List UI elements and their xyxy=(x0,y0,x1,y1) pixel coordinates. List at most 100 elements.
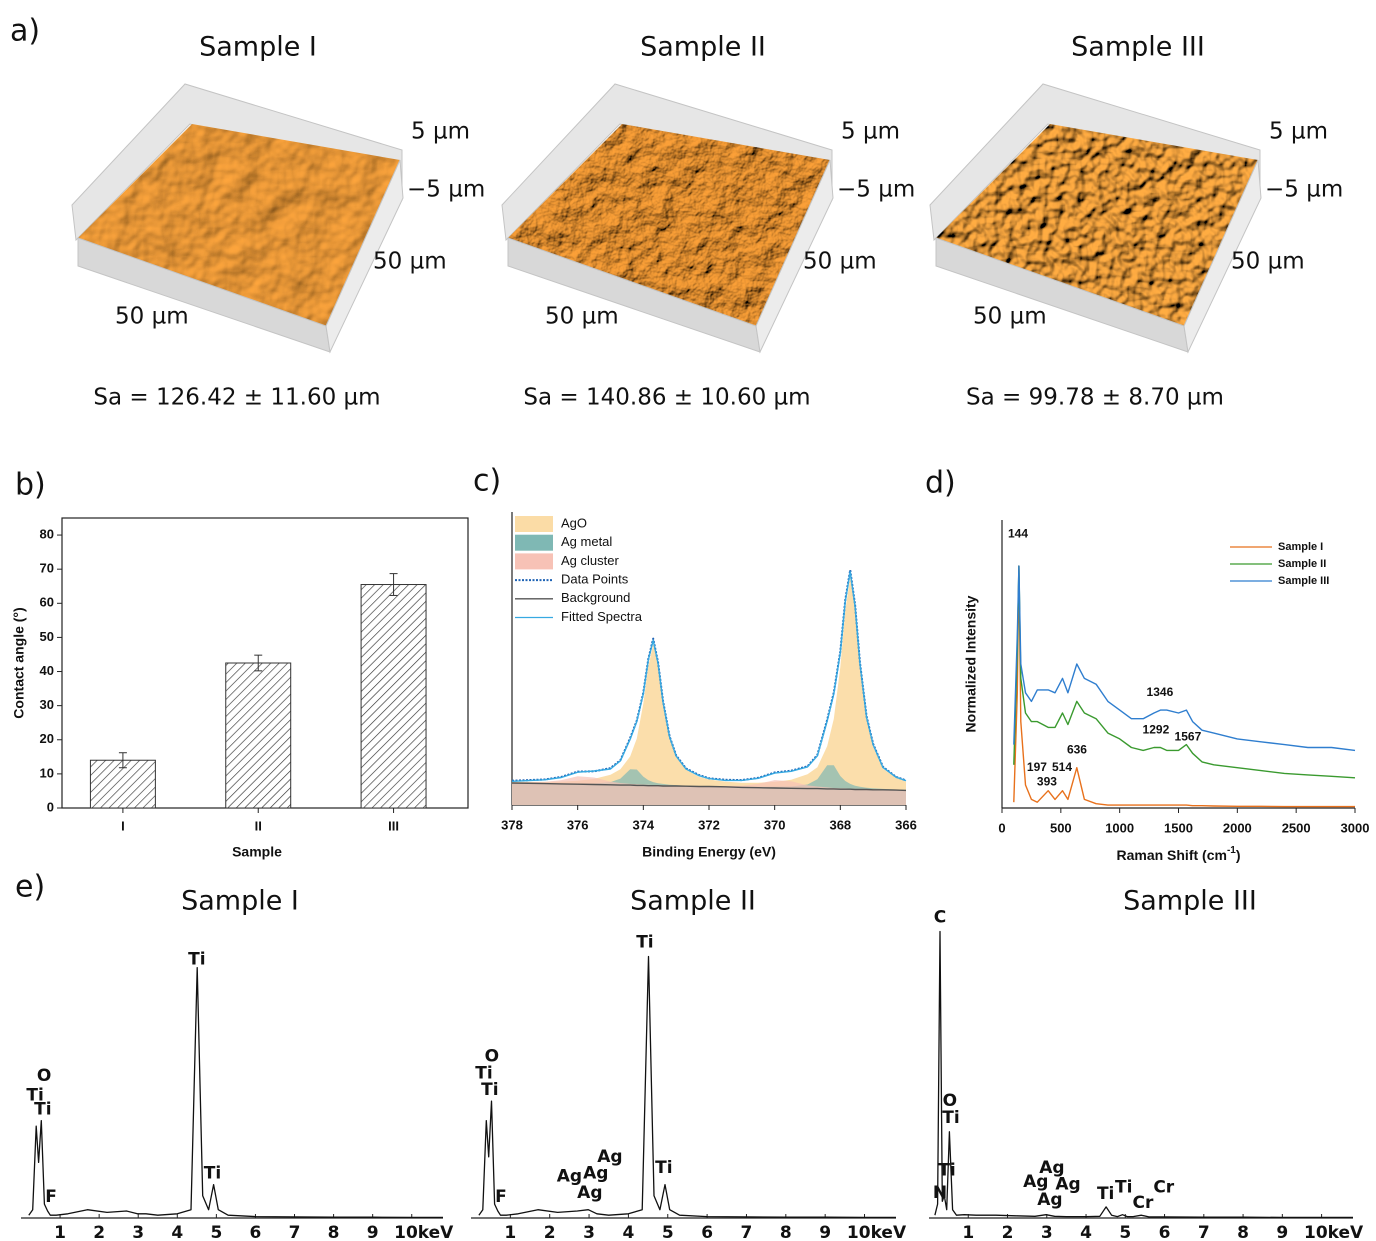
z-min-label: −5 µm xyxy=(1265,177,1343,203)
peak-label: 1346 xyxy=(1147,685,1174,699)
x-tick-label: 10keV xyxy=(847,1223,907,1241)
x-tick-label: 5 xyxy=(210,1223,222,1241)
line xyxy=(934,930,1353,1219)
x-extent-label: 50 µm xyxy=(115,304,189,330)
legend-label: Ag cluster xyxy=(561,553,619,568)
element-label: Ti xyxy=(636,933,653,953)
element-label: Ti xyxy=(34,1100,51,1120)
y-tick-label: 10 xyxy=(40,765,54,780)
element-label: Ag xyxy=(1055,1175,1080,1195)
x-axis-label-text: Raman Shift (cm xyxy=(1116,847,1226,863)
x-tick-label: 1000 xyxy=(1105,820,1134,835)
x-tick-label: 2 xyxy=(1002,1223,1014,1241)
chart-title: Sample I xyxy=(181,886,299,917)
legend-label: Sample II xyxy=(1278,558,1326,570)
element-label: Ti xyxy=(942,1108,959,1128)
element-label: Ti xyxy=(655,1158,672,1178)
element-label: Ag xyxy=(1037,1190,1062,1210)
legend-label: Sample I xyxy=(1278,541,1323,553)
x-tick-label: 9 xyxy=(367,1223,379,1241)
x-tick-label: 372 xyxy=(698,817,720,832)
x-tick-label: 1 xyxy=(54,1223,66,1241)
legend-swatch xyxy=(515,553,553,570)
x-tick-label: II xyxy=(255,818,262,833)
x-tick-label: 500 xyxy=(1050,820,1072,835)
x-tick-label: 7 xyxy=(289,1223,301,1241)
x-tick-label: 3 xyxy=(132,1223,144,1241)
surface xyxy=(508,124,830,326)
error-bar xyxy=(389,573,398,596)
x-tick-label: 1500 xyxy=(1164,820,1193,835)
x-tick-label: 0 xyxy=(998,820,1005,835)
x-tick-label: 8 xyxy=(780,1223,792,1241)
panel-label: e) xyxy=(15,870,45,905)
x-tick-label: 2 xyxy=(93,1223,105,1241)
x-tick-label: 368 xyxy=(829,817,851,832)
side-wall xyxy=(1183,159,1262,354)
element-label: Cr xyxy=(1133,1193,1154,1213)
x-tick-label: 2000 xyxy=(1223,820,1252,835)
line xyxy=(478,955,896,1219)
x-tick-label: 9 xyxy=(1276,1223,1288,1241)
legend-swatch xyxy=(515,534,553,551)
x-tick-label: 4 xyxy=(1080,1223,1092,1241)
x-tick-label: 5 xyxy=(1119,1223,1131,1241)
y-tick-label: 70 xyxy=(40,561,54,576)
surface-title: Sample III xyxy=(1071,32,1205,63)
element-label: Cr xyxy=(1153,1177,1174,1197)
error-bar xyxy=(254,654,263,672)
element-label: Ti xyxy=(1115,1177,1132,1197)
x-tick-label: 8 xyxy=(1237,1223,1249,1241)
x-tick-label: 9 xyxy=(819,1223,831,1241)
y-axis-label: Normalized Intensity xyxy=(963,595,979,732)
chart-title: Sample II xyxy=(630,886,756,917)
element-label: F xyxy=(495,1187,507,1207)
surface-title: Sample I xyxy=(199,32,317,63)
roughness: Sa = 126.42 ± 11.60 µm xyxy=(93,385,380,411)
x-tick-label: 10keV xyxy=(1304,1223,1364,1241)
z-min-label: −5 µm xyxy=(407,177,485,203)
legend-label: Fitted Spectra xyxy=(561,609,643,624)
element-label: Ti xyxy=(1097,1184,1114,1204)
element-label: Ag xyxy=(1023,1172,1048,1192)
x-tick-label: 10keV xyxy=(394,1223,454,1241)
surface xyxy=(78,124,400,326)
x-tick-label: 5 xyxy=(662,1223,674,1241)
roughness: Sa = 99.78 ± 8.70 µm xyxy=(966,385,1224,411)
element-label: Ti xyxy=(475,1063,492,1083)
x-tick-label: 3 xyxy=(583,1223,595,1241)
x-tick-label: 6 xyxy=(701,1223,713,1241)
z-max-label: 5 µm xyxy=(841,119,900,145)
x-tick-label: 8 xyxy=(328,1223,340,1241)
x-tick-label: 3000 xyxy=(1341,820,1370,835)
element-label: Ti xyxy=(938,1161,955,1181)
x-axis-label: Raman Shift (cm-1) xyxy=(1116,845,1240,863)
z-max-label: 5 µm xyxy=(411,119,470,145)
element-label: Ag xyxy=(597,1147,622,1167)
x-tick-label: 3 xyxy=(1041,1223,1053,1241)
y-tick-label: 0 xyxy=(47,799,54,814)
x-tick-label: 2 xyxy=(544,1223,556,1241)
x-tick-label: 7 xyxy=(741,1223,753,1241)
element-label: N xyxy=(933,1183,947,1203)
element-label: C xyxy=(934,908,946,928)
legend-label: Ag metal xyxy=(561,534,612,549)
x-tick-label: 1 xyxy=(962,1223,974,1241)
peak-label: 636 xyxy=(1067,743,1087,757)
surface xyxy=(936,124,1258,326)
peak-label: 1292 xyxy=(1143,722,1170,736)
x-extent-label: 50 µm xyxy=(973,304,1047,330)
area xyxy=(512,776,906,805)
peak-label: 393 xyxy=(1037,774,1057,788)
x-axis-label: Sample xyxy=(232,844,282,860)
line xyxy=(1013,565,1356,752)
peak-label: 197 xyxy=(1027,760,1047,774)
x-tick-label: III xyxy=(388,818,399,833)
line xyxy=(28,966,443,1219)
x-tick-label: 7 xyxy=(1198,1223,1210,1241)
legend-label: Sample III xyxy=(1278,575,1329,587)
element-label: Ag xyxy=(1039,1158,1064,1178)
z-max-label: 5 µm xyxy=(1269,119,1328,145)
element-label: Ag xyxy=(577,1183,602,1203)
